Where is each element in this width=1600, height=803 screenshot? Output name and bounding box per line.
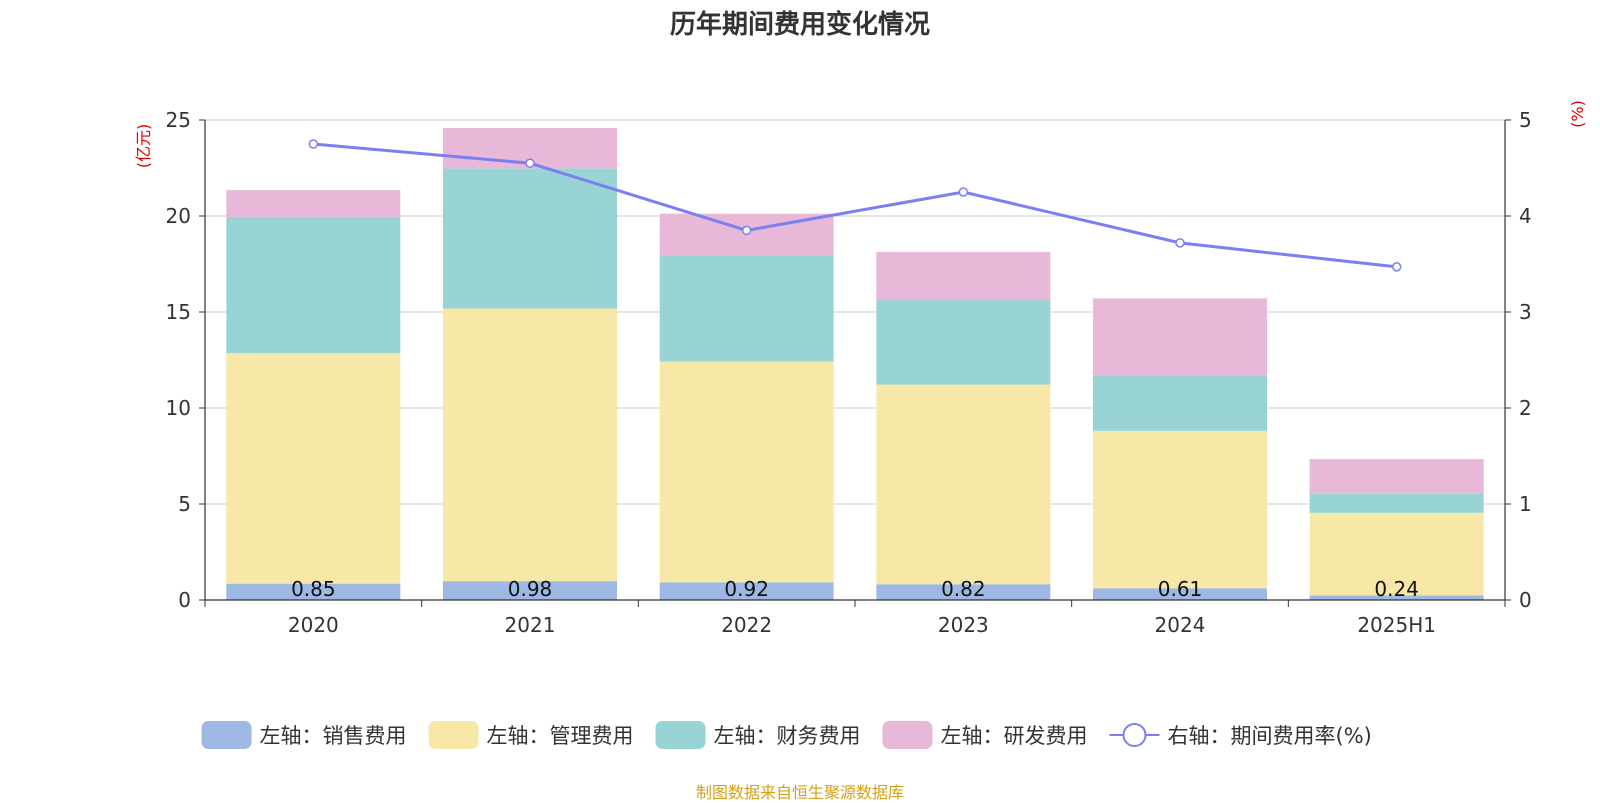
source-note: 制图数据来自恒生聚源数据库: [695, 783, 904, 802]
legend-label: 右轴：期间费用率(%): [1168, 724, 1372, 748]
right-tick-label: 1: [1519, 492, 1532, 516]
x-tick-label: 2022: [721, 613, 772, 637]
rate-point: [958, 187, 969, 197]
bar-segment: [876, 300, 1051, 385]
legend-label: 左轴：财务费用: [714, 724, 861, 748]
right-tick-label: 5: [1519, 108, 1532, 132]
left-tick-label: 0: [178, 588, 191, 612]
x-tick-label: 2025H1: [1357, 613, 1436, 637]
rate-point: [308, 139, 319, 149]
right-tick-label: 3: [1519, 300, 1532, 324]
data-label: 0.61: [1158, 577, 1203, 601]
data-label: 0.92: [724, 577, 769, 601]
bar-segment: [876, 584, 1051, 600]
bar-segment: [659, 255, 834, 362]
bar-segment: [876, 384, 1051, 585]
left-tick-label: 10: [166, 396, 191, 420]
chart-title: 历年期间费用变化情况: [670, 9, 930, 40]
bar-segment: [659, 361, 834, 583]
legend-label: 左轴：研发费用: [941, 724, 1088, 748]
legend-label: 左轴：管理费用: [487, 724, 634, 748]
legend-label: 左轴：销售费用: [260, 724, 407, 748]
bar-segment: [1309, 512, 1484, 596]
bar-segment: [1093, 588, 1267, 600]
legend-swatch: [882, 721, 933, 749]
left-axis-unit: (亿元): [134, 124, 153, 169]
grid: [205, 119, 1505, 505]
right-tick-label: 0: [1519, 588, 1532, 612]
right-tick-label: 2: [1519, 396, 1532, 420]
bar-segment: [443, 308, 617, 582]
bar-segment: [1093, 298, 1267, 376]
axes: 0 5 10 15 20 25 0 1 2 3 4 5 2020 2021 2022 2023 2024 2025…: [166, 108, 1532, 637]
data-label: 0.85: [291, 577, 336, 601]
legend-swatch: [655, 721, 706, 749]
bar-segment: [659, 582, 834, 600]
left-tick-label: 15: [166, 300, 191, 324]
rate-line-path: [313, 142, 1397, 269]
x-tick-label: 2023: [938, 613, 989, 637]
rate-point: [1391, 262, 1402, 272]
bar-segment: [443, 581, 617, 600]
bar-segment: [226, 583, 401, 600]
legend: 左轴：销售费用 左轴：管理费用 左轴：财务费用 左轴：研发费用 右轴：期间费用率(%): [201, 721, 1372, 749]
bar-segment: [1309, 459, 1484, 494]
right-tick-label: 4: [1519, 204, 1532, 228]
data-label: 0.82: [941, 577, 986, 601]
bar-segment: [226, 216, 401, 354]
rate-point: [1175, 238, 1185, 248]
x-tick-label: 2021: [505, 613, 556, 637]
rate-point: [525, 158, 535, 168]
right-axis-unit: (%): [1568, 100, 1587, 128]
data-label: 0.98: [508, 577, 553, 601]
legend-marker: [1122, 723, 1147, 747]
bar-segment: [1309, 493, 1484, 513]
bar-segment: [443, 168, 617, 309]
x-tick-label: 2024: [1155, 613, 1206, 637]
data-label: 0.24: [1374, 577, 1419, 601]
bars: 0.85 0.98 0.92 0.82 0.61 0.24: [226, 128, 1484, 601]
left-tick-label: 5: [178, 492, 191, 516]
rate-point: [741, 225, 752, 236]
bar-segment: [226, 190, 401, 217]
left-tick-label: 20: [166, 204, 191, 228]
legend-swatch: [201, 721, 252, 749]
rate-line: [308, 139, 1402, 272]
bar-segment: [876, 252, 1051, 301]
x-tick-label: 2020: [288, 613, 339, 637]
left-tick-label: 25: [166, 108, 191, 132]
bar-segment: [226, 353, 401, 584]
bar-segment: [1093, 375, 1267, 431]
bar-segment: [1093, 430, 1267, 589]
legend-swatch: [428, 721, 479, 749]
bar-segment: [1309, 595, 1484, 600]
